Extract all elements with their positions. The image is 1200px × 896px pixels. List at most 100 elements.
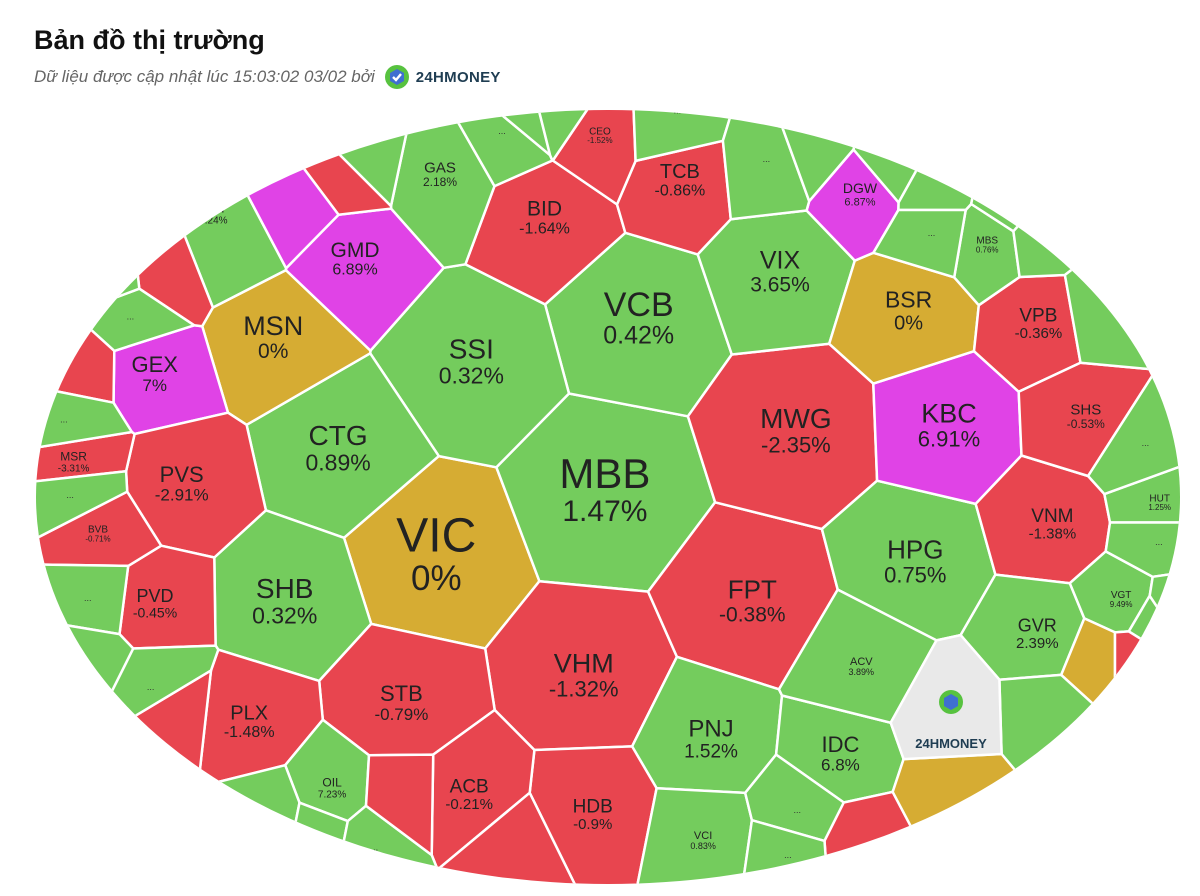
cell-small[interactable] — [998, 673, 1155, 896]
ticker-vpb: VPB — [1019, 306, 1057, 327]
cell-small[interactable] — [977, 0, 1200, 217]
ticker-mbs: MBS — [976, 236, 998, 247]
small-cell-label: ... — [127, 312, 135, 322]
change-vic: 0% — [411, 559, 462, 598]
small-cell-label: ... — [937, 173, 945, 183]
change-acv: 3.89% — [849, 667, 875, 677]
change-acb: -0.21% — [445, 796, 493, 813]
small-cell-label: ... — [1045, 229, 1053, 239]
cell-small[interactable] — [510, 0, 642, 162]
ticker-shs: SHS — [1070, 402, 1101, 419]
cell-small[interactable] — [1012, 204, 1144, 279]
change-vcb: 0.42% — [603, 321, 674, 349]
cell-small[interactable] — [0, 285, 116, 404]
cell-small[interactable] — [897, 59, 987, 212]
change-msn: 0% — [258, 340, 288, 363]
brand-tile-label: 24HMONEY — [915, 736, 987, 751]
ticker-mwg: MWG — [760, 403, 832, 434]
small-cell-label: ... — [347, 120, 355, 130]
cell-small[interactable] — [1063, 189, 1200, 371]
cell-small[interactable] — [751, 0, 893, 203]
cell-small[interactable] — [0, 469, 129, 559]
small-cell-label: ... — [763, 154, 771, 164]
ticker-hut: HUT — [1149, 493, 1170, 504]
cell-small[interactable] — [1113, 630, 1170, 738]
ticker-shb: SHB — [256, 573, 314, 604]
small-cell-label: ... — [248, 823, 256, 833]
small-cell-label: ... — [1003, 195, 1011, 205]
small-cell-label: ... — [371, 842, 379, 852]
ticker-vcb: VCB — [604, 286, 674, 324]
small-cell-label: ... — [142, 740, 150, 750]
cell-small[interactable] — [183, 0, 424, 208]
brand-logo[interactable]: 24HMONEY — [383, 63, 501, 91]
ticker-bvb: BVB — [88, 525, 108, 536]
change-vnm: -1.38% — [1029, 525, 1077, 542]
change-gas: 2.18% — [423, 175, 457, 189]
small-cell-label: ... — [84, 593, 92, 603]
small-cell-label: ... — [1056, 730, 1064, 740]
page-title: Bản đồ thị trường — [34, 25, 265, 55]
small-cell-label: ... — [674, 106, 682, 116]
ticker-vci: VCI — [694, 830, 712, 842]
change-idc: 6.8% — [821, 756, 860, 775]
small-cell-label: ... — [72, 672, 80, 682]
small-cell-label: ... — [93, 229, 101, 239]
ticker-oil: OIL — [322, 776, 342, 790]
change-shb: 0.32% — [252, 602, 317, 628]
cell-small[interactable] — [852, 0, 986, 204]
small-cell-label: ... — [1142, 438, 1150, 448]
cell-small[interactable] — [1122, 644, 1200, 896]
change-dgw: 6.87% — [844, 196, 875, 208]
ticker-bsr: BSR — [885, 286, 932, 312]
ticker-fpt: FPT — [728, 575, 777, 605]
cell-small[interactable] — [891, 752, 1123, 896]
ticker-dgw: DGW — [843, 180, 878, 196]
cell-small[interactable] — [872, 208, 967, 279]
change-kbc: 6.91% — [918, 427, 980, 452]
ticker-pvs: PVS — [160, 462, 204, 487]
change-vix: 3.65% — [750, 273, 810, 296]
cell-small[interactable] — [112, 55, 215, 328]
cell-small[interactable] — [0, 669, 213, 896]
ticker-bid: BID — [527, 198, 562, 221]
ticker-vix: VIX — [760, 246, 801, 274]
ticker-ctg: CTG — [309, 420, 368, 451]
cell-small[interactable] — [1148, 568, 1200, 650]
small-cell-label: ... — [60, 414, 68, 424]
ticker-ceo: CEO — [589, 126, 611, 137]
change-gmd: 6.89% — [332, 262, 377, 279]
change-mbb: 1.47% — [562, 495, 647, 528]
cell-small[interactable] — [364, 753, 435, 857]
ticker-vgt: VGT — [1111, 590, 1132, 601]
ticker-stb: STB — [380, 681, 423, 706]
change-vgt: 9.49% — [1110, 600, 1133, 609]
small-cell-label: ... — [1111, 299, 1119, 309]
change-bvb: -0.71% — [85, 535, 110, 544]
small-cell-label: ... — [928, 228, 936, 238]
update-text: Dữ liệu được cập nhật lúc 15:03:02 03/02… — [34, 67, 375, 86]
change-pnj: 1.52% — [684, 741, 738, 762]
change-bsr: 0% — [894, 312, 923, 334]
change-vgi: 5.24% — [199, 216, 227, 227]
small-cell-label: ... — [1059, 147, 1067, 157]
ticker-tcb: TCB — [660, 161, 700, 183]
ticker-vnm: VNM — [1031, 506, 1073, 527]
small-cell-label: ... — [812, 116, 820, 126]
update-info: Dữ liệu được cập nhật lúc 15:03:02 03/02… — [34, 63, 501, 91]
small-cell-label: ... — [66, 490, 74, 500]
ticker-msr: MSR — [60, 449, 87, 463]
cell-small[interactable] — [0, 612, 135, 863]
change-hpg: 0.75% — [884, 563, 946, 588]
cell-small[interactable] — [721, 45, 811, 221]
cell-small[interactable] — [0, 378, 134, 455]
cell-small[interactable] — [87, 763, 301, 896]
change-hut: 1.25% — [1148, 503, 1171, 512]
cell-acv[interactable] — [777, 588, 938, 724]
change-tcb: -0.86% — [655, 183, 706, 200]
change-stb: -0.79% — [374, 705, 428, 724]
change-fpt: -0.38% — [719, 604, 786, 627]
change-ssi: 0.32% — [439, 363, 504, 389]
cell-small[interactable] — [0, 562, 130, 636]
